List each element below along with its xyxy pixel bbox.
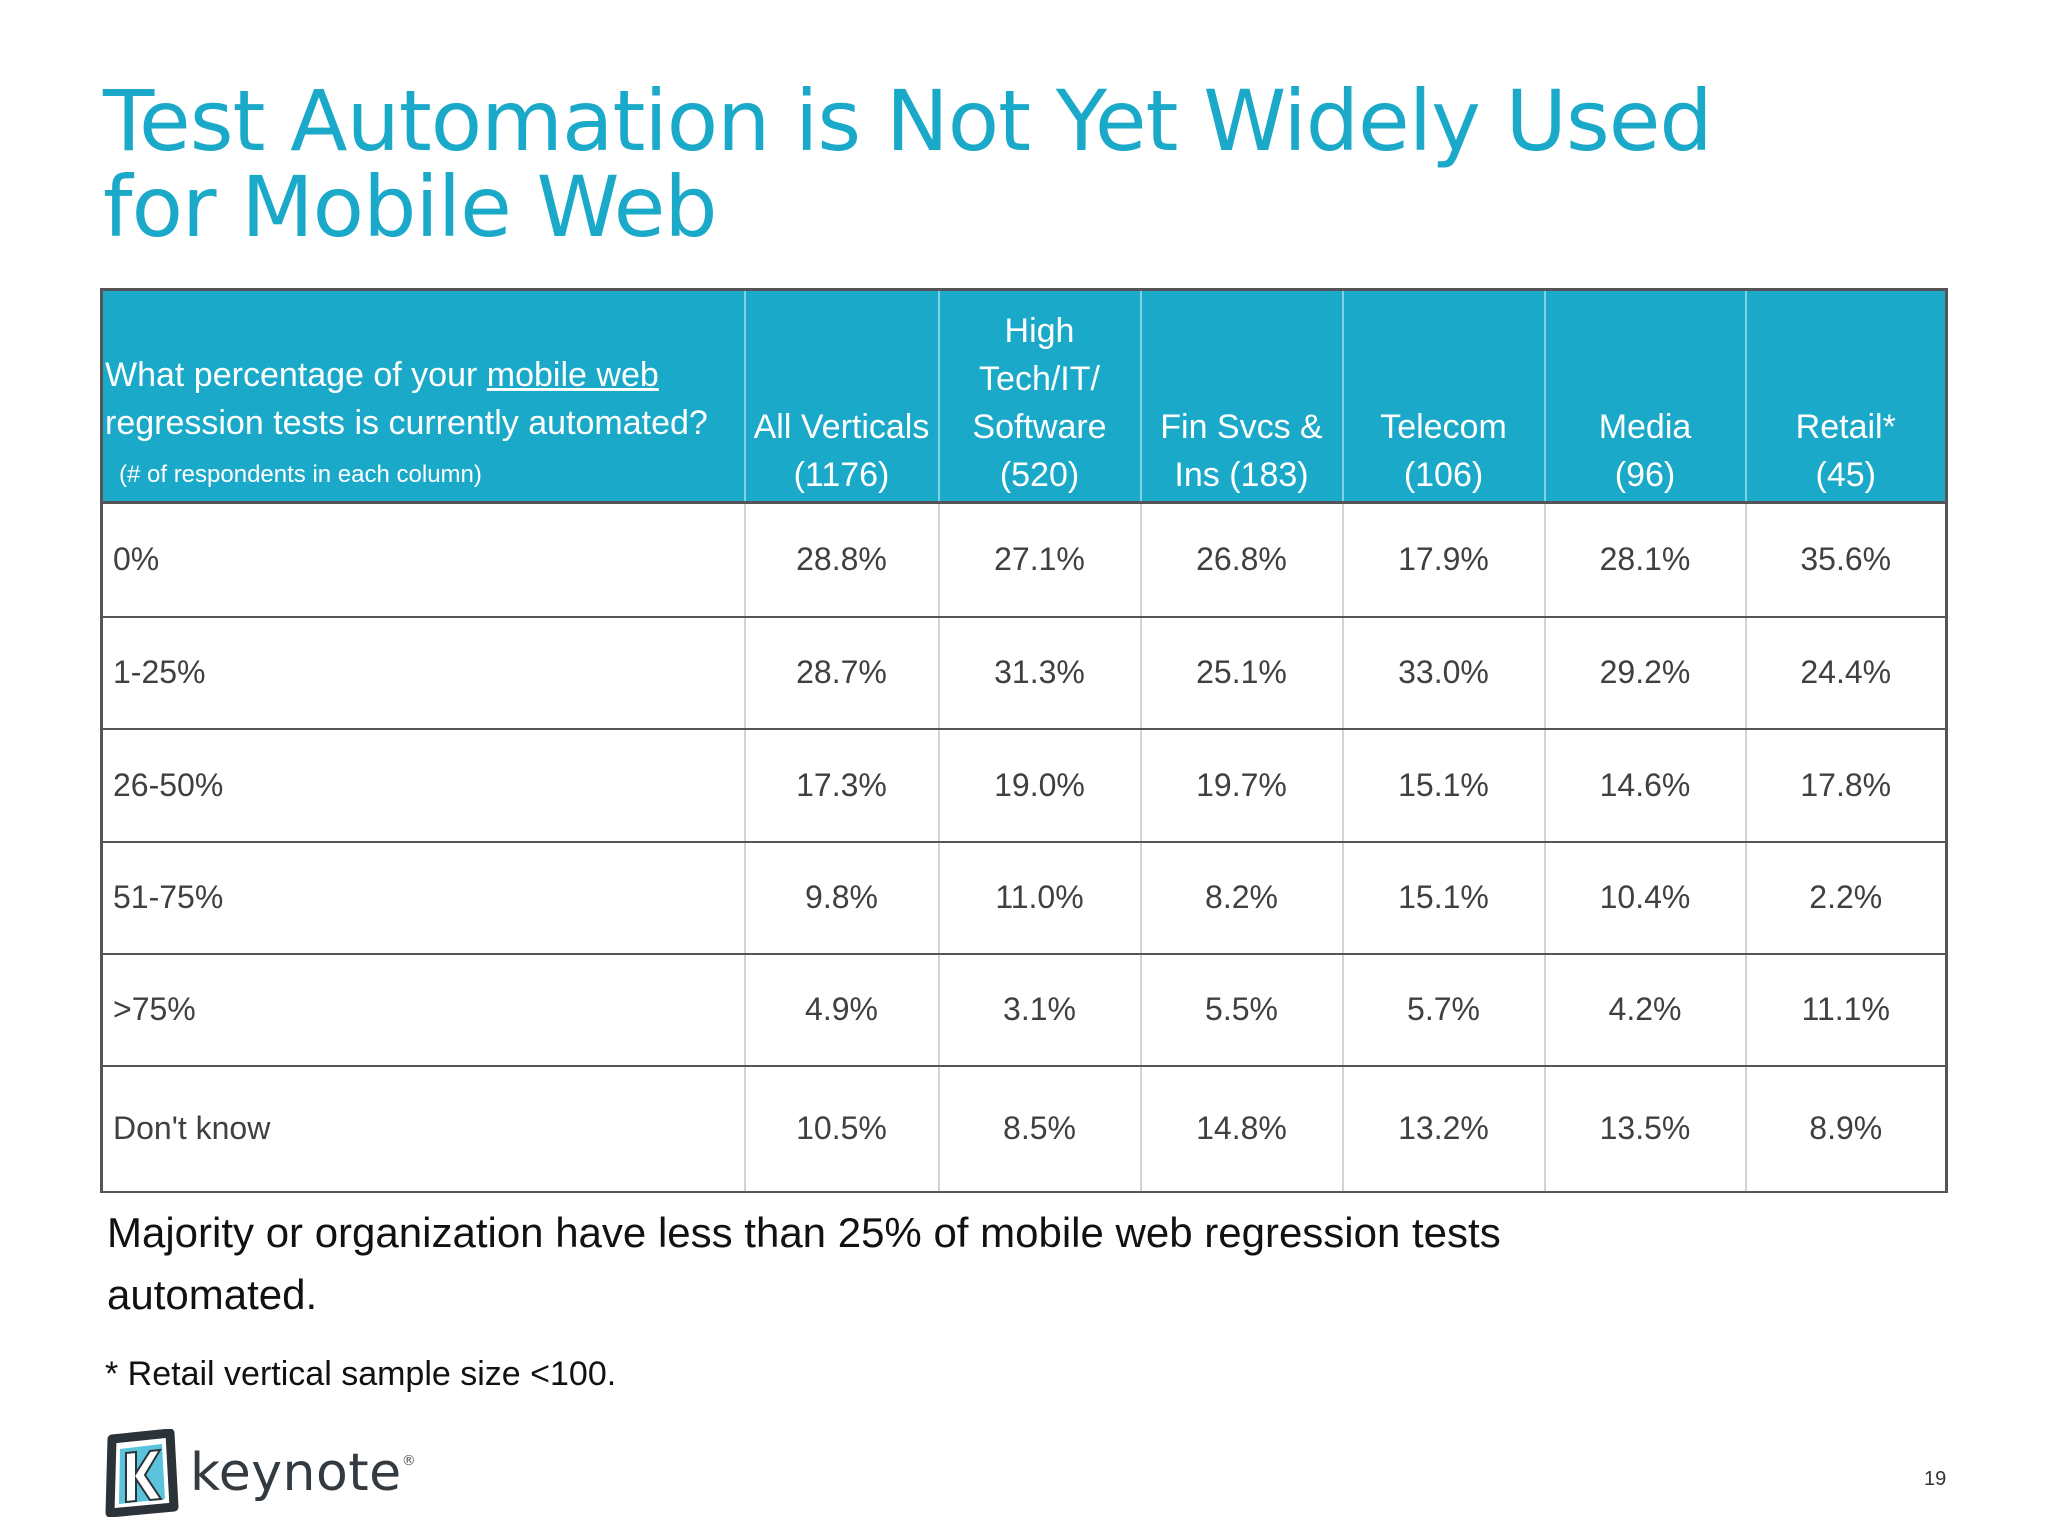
column-header-line: (1176)	[793, 456, 890, 494]
logo-wordmark: keynote®	[190, 1443, 416, 1503]
column-header-line: (96)	[1614, 456, 1676, 494]
table-cell: 5.5%	[1139, 952, 1344, 1067]
table-cell: 2.2%	[1744, 840, 1948, 955]
row-label: 0%	[100, 501, 746, 618]
table-cell: 24.4%	[1744, 615, 1948, 730]
row-label: >75%	[100, 952, 746, 1067]
table-cell: 28.1%	[1543, 501, 1747, 618]
row-label: 26-50%	[100, 727, 746, 843]
table-row: 1-25% 28.7% 31.3% 25.1% 33.0% 29.2% 24.4…	[100, 615, 1948, 730]
question-text-start: What percentage of your	[105, 356, 487, 394]
table-cell: 33.0%	[1341, 615, 1546, 730]
column-header-line: Telecom	[1380, 408, 1507, 446]
table-cell: 9.8%	[743, 840, 940, 955]
logo-text: keynote	[190, 1443, 402, 1503]
column-header-line: Ins (183)	[1174, 456, 1309, 494]
column-header-fin-svcs: Fin Svcs & Ins (183)	[1139, 288, 1344, 504]
table-cell: 11.1%	[1744, 952, 1948, 1067]
table-cell: 17.8%	[1744, 727, 1948, 843]
table-cell: 26.8%	[1139, 501, 1344, 618]
table-row: Don't know 10.5% 8.5% 14.8% 13.2% 13.5% …	[100, 1064, 1948, 1193]
table-cell: 17.9%	[1341, 501, 1546, 618]
table-cell: 14.6%	[1543, 727, 1747, 843]
table-cell: 11.0%	[937, 840, 1142, 955]
table-cell: 5.7%	[1341, 952, 1546, 1067]
table-cell: 8.5%	[937, 1064, 1142, 1193]
column-header-line: Software	[972, 408, 1107, 446]
column-header-all-verticals: All Verticals (1176)	[743, 288, 940, 504]
table-cell: 3.1%	[937, 952, 1142, 1067]
column-header-line: Media	[1598, 408, 1692, 446]
question-text-end: regression tests is currently automated?	[105, 404, 708, 442]
question-header: What percentage of your mobile web regre…	[100, 288, 746, 504]
column-header-line: (45)	[1815, 456, 1876, 494]
keynote-logo: keynote®	[102, 1428, 416, 1518]
table-cell: 27.1%	[937, 501, 1142, 618]
table-cell: 10.5%	[743, 1064, 940, 1193]
footnote: * Retail vertical sample size <100.	[105, 1355, 617, 1393]
table-header-row: What percentage of your mobile web regre…	[100, 288, 1948, 504]
keynote-k-logo-icon	[105, 1429, 179, 1517]
table-row: 26-50% 17.3% 19.0% 19.7% 15.1% 14.6% 17.…	[100, 727, 1948, 843]
table-cell: 19.0%	[937, 727, 1142, 843]
table-row: >75% 4.9% 3.1% 5.5% 5.7% 4.2% 11.1%	[100, 952, 1948, 1067]
table-cell: 10.4%	[1543, 840, 1747, 955]
question-link: mobile web	[486, 356, 659, 394]
column-header-line: (520)	[999, 456, 1080, 494]
table-cell: 17.3%	[743, 727, 940, 843]
column-header-media: Media (96)	[1543, 288, 1747, 504]
survey-table: What percentage of your mobile web regre…	[100, 288, 1948, 1193]
column-header-line: Tech/IT/	[979, 360, 1100, 398]
table-cell: 4.2%	[1543, 952, 1747, 1067]
table-cell: 8.9%	[1744, 1064, 1948, 1193]
column-header-line: (106)	[1403, 456, 1484, 494]
table-cell: 19.7%	[1139, 727, 1344, 843]
table-cell: 35.6%	[1744, 501, 1948, 618]
row-label: 1-25%	[100, 615, 746, 730]
table-cell: 14.8%	[1139, 1064, 1344, 1193]
row-label: Don't know	[100, 1064, 746, 1193]
summary-text: Majority or organization have less than …	[107, 1209, 1501, 1318]
page-number: 19	[1924, 1468, 1947, 1490]
table-row: 51-75% 9.8% 11.0% 8.2% 15.1% 10.4% 2.2%	[100, 840, 1948, 955]
column-header-line: Fin Svcs &	[1160, 408, 1323, 446]
table-cell: 13.2%	[1341, 1064, 1546, 1193]
row-label: 51-75%	[100, 840, 746, 955]
table-cell: 25.1%	[1139, 615, 1344, 730]
column-header-telecom: Telecom (106)	[1341, 288, 1546, 504]
table-cell: 13.5%	[1543, 1064, 1747, 1193]
column-header-line: Retail*	[1795, 408, 1896, 446]
table-cell: 15.1%	[1341, 840, 1546, 955]
column-header-line: High	[1004, 312, 1075, 350]
table-row: 0% 28.8% 27.1% 26.8% 17.9% 28.1% 35.6%	[100, 501, 1948, 618]
column-header-line: All Verticals	[753, 408, 930, 446]
table-cell: 15.1%	[1341, 727, 1546, 843]
slide-title: Test Automation is Not Yet Widely Used f…	[103, 72, 1713, 256]
table-cell: 28.7%	[743, 615, 940, 730]
table-cell: 4.9%	[743, 952, 940, 1067]
registered-mark: ®	[401, 1453, 417, 1469]
table-cell: 31.3%	[937, 615, 1142, 730]
column-header-retail: Retail* (45)	[1744, 288, 1948, 504]
table-cell: 29.2%	[1543, 615, 1747, 730]
column-header-high-tech: High Tech/IT/ Software (520)	[937, 288, 1142, 504]
table-cell: 8.2%	[1139, 840, 1344, 955]
question-note: (# of respondents in each column)	[119, 461, 482, 488]
table-cell: 28.8%	[743, 501, 940, 618]
